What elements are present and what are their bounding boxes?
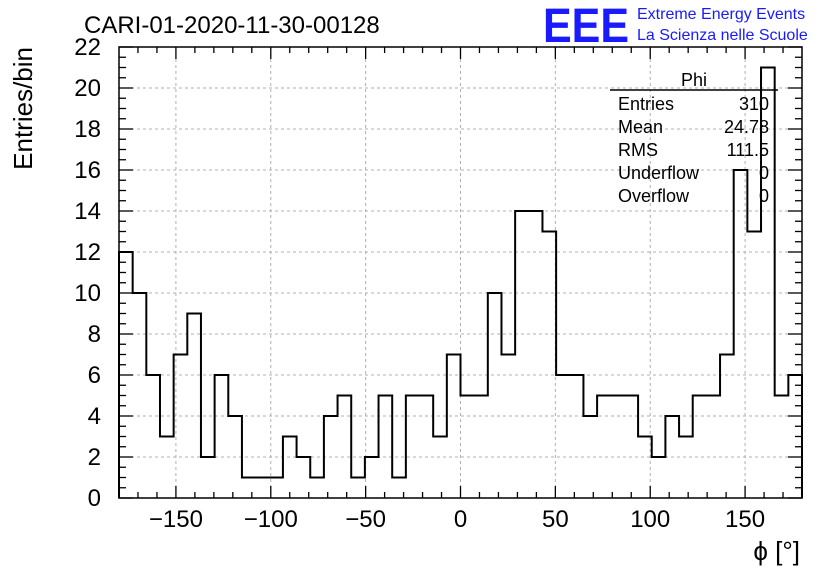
y-tick-label: 10 xyxy=(74,280,101,307)
x-tick-label: 0 xyxy=(454,506,467,533)
eee-logo-mark: EEE xyxy=(543,0,629,53)
y-axis-label: Entries/bin xyxy=(8,47,38,170)
y-tick-label: 6 xyxy=(88,362,101,389)
chart-title: CARI-01-2020-11-30-00128 xyxy=(84,12,380,39)
y-tick-label: 0 xyxy=(88,485,101,512)
y-tick-label: 4 xyxy=(88,403,101,430)
x-axis-label: ϕ [°] xyxy=(753,536,800,566)
y-tick-label: 2 xyxy=(88,444,101,471)
stats-row-label: Overflow xyxy=(618,186,690,206)
stats-row-value: 0 xyxy=(759,163,769,183)
y-tick-label: 12 xyxy=(74,239,101,266)
x-tick-labels: −150 −100 −50 0 50 100 150 xyxy=(149,506,765,533)
stats-row-label: Entries xyxy=(618,94,674,114)
stats-row-value: 310 xyxy=(739,94,769,114)
x-tick-label: −150 xyxy=(149,506,203,533)
stats-row-label: RMS xyxy=(618,140,658,160)
y-tick-labels: 0 2 4 6 8 10 12 14 16 18 20 22 xyxy=(74,34,101,512)
stats-row-label: Mean xyxy=(618,117,663,137)
y-tick-label: 16 xyxy=(74,157,101,184)
stats-row-label: Underflow xyxy=(618,163,700,183)
x-tick-label: 50 xyxy=(542,506,569,533)
y-tick-label: 20 xyxy=(74,75,101,102)
stats-row-value: 24.78 xyxy=(724,117,769,137)
stats-box: Phi Entries 310 Mean 24.78 RMS 111.5 Underflow… xyxy=(610,70,778,206)
x-tick-label: 150 xyxy=(725,506,765,533)
y-tick-label: 14 xyxy=(74,198,101,225)
histogram-series xyxy=(118,66,803,498)
y-tick-label: 8 xyxy=(88,321,101,348)
axis-ticks xyxy=(119,46,802,499)
stats-row-value: 0 xyxy=(759,186,769,206)
stats-box-title: Phi xyxy=(681,70,707,90)
y-tick-label: 22 xyxy=(74,34,101,61)
x-tick-label: −100 xyxy=(244,506,298,533)
eee-logo: EEE Extreme Energy Events La Scienza nel… xyxy=(543,0,808,53)
x-tick-label: −50 xyxy=(345,506,386,533)
stats-row-value: 111.5 xyxy=(727,140,769,160)
grid-lines xyxy=(119,47,802,498)
logo-line-1: Extreme Energy Events xyxy=(637,6,805,23)
logo-line-2: La Scienza nelle Scuole xyxy=(637,27,808,44)
x-tick-label: 100 xyxy=(630,506,670,533)
y-tick-label: 18 xyxy=(74,116,101,143)
